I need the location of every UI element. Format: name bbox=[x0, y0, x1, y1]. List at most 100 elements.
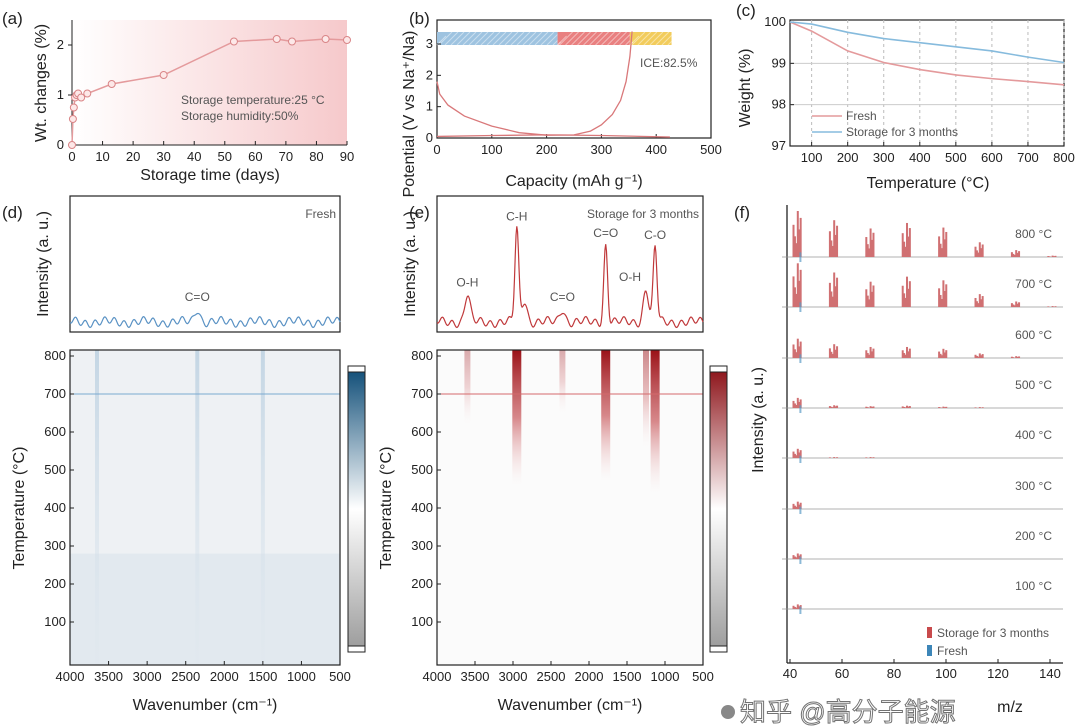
y-tick-label: 100 bbox=[764, 14, 786, 29]
y-tick-label: 100 bbox=[411, 614, 433, 629]
storage-peak bbox=[901, 406, 904, 408]
storage-peak bbox=[831, 296, 834, 307]
storage-peak bbox=[1047, 306, 1050, 307]
hatch bbox=[546, 34, 558, 46]
x-tick-label: 600 bbox=[981, 150, 1003, 165]
x-tick-label: 300 bbox=[591, 142, 613, 157]
storage-peak bbox=[830, 351, 833, 358]
x-tick-label: 50 bbox=[218, 149, 232, 164]
storage-peak bbox=[1015, 301, 1018, 307]
storage-peak bbox=[865, 406, 868, 408]
storage-peak bbox=[798, 280, 801, 307]
storage-peak bbox=[975, 301, 978, 307]
watermark-text: 知乎 @高分子能源 bbox=[740, 697, 956, 726]
storage-peak bbox=[981, 354, 984, 358]
storage-peak bbox=[792, 555, 795, 559]
storage-peak bbox=[836, 277, 839, 307]
heatmap-band bbox=[260, 350, 265, 665]
row-label: 800 °C bbox=[1015, 227, 1052, 241]
x-tick-label: 200 bbox=[837, 150, 859, 165]
spectrum-y-label: Intensity (a. u.) bbox=[35, 211, 52, 317]
storage-peak bbox=[836, 405, 839, 408]
y-tick-label: 300 bbox=[44, 538, 66, 553]
storage-peak bbox=[868, 248, 871, 257]
x-axis-label: m/z bbox=[997, 699, 1023, 716]
storage-peak bbox=[871, 406, 874, 408]
fresh-peak bbox=[799, 606, 802, 614]
storage-peak bbox=[795, 293, 798, 307]
row-label: 600 °C bbox=[1015, 328, 1052, 342]
storage-peak bbox=[831, 353, 834, 358]
storage-peak bbox=[1010, 303, 1013, 307]
storage-peak bbox=[865, 289, 868, 307]
y-axis-label: Temperature (°C) bbox=[378, 447, 395, 570]
peak-label: C=O bbox=[185, 290, 210, 304]
hatch bbox=[444, 31, 459, 46]
spectrum-plot bbox=[69, 195, 341, 333]
storage-peak bbox=[798, 504, 801, 509]
panel-label: (b) bbox=[409, 9, 430, 28]
storage-peak bbox=[1016, 252, 1019, 257]
storage-peak bbox=[872, 406, 875, 408]
data-point bbox=[83, 89, 92, 98]
storage-peak bbox=[945, 350, 948, 358]
storage-peak bbox=[943, 407, 946, 408]
heatmap-band bbox=[95, 350, 99, 665]
x-tick-label: 1000 bbox=[287, 669, 316, 684]
storage-peak bbox=[796, 448, 799, 458]
x-axis-label: Capacity (mAh g⁻¹) bbox=[505, 173, 642, 190]
hatch bbox=[492, 31, 507, 46]
storage-peak bbox=[907, 236, 910, 257]
y-tick-label: 100 bbox=[44, 614, 66, 629]
panel-label: (f) bbox=[734, 203, 750, 222]
storage-peak bbox=[907, 288, 910, 307]
storage-peak bbox=[1051, 306, 1054, 307]
storage-peak bbox=[869, 457, 872, 458]
hatch bbox=[577, 31, 591, 46]
storage-peak bbox=[796, 263, 799, 307]
storage-peak bbox=[792, 605, 795, 609]
peak-label: C=O bbox=[550, 290, 575, 304]
colorbar-cap bbox=[347, 365, 366, 373]
hatch bbox=[565, 31, 579, 46]
x-axis-label: Wavenumber (cm⁻¹) bbox=[498, 697, 643, 714]
storage-peak bbox=[796, 604, 799, 609]
data-point bbox=[68, 141, 76, 149]
colorbar-cap bbox=[709, 645, 728, 653]
fresh-peak bbox=[799, 354, 802, 363]
hatch bbox=[619, 34, 631, 46]
hatch bbox=[522, 31, 537, 46]
storage-peak bbox=[981, 244, 984, 257]
storage-peak bbox=[865, 457, 868, 458]
hatch bbox=[559, 31, 573, 46]
storage-peak bbox=[1016, 303, 1019, 307]
storage-peak bbox=[908, 281, 911, 307]
storage-peak bbox=[904, 246, 907, 257]
heatmap-background bbox=[437, 350, 703, 665]
storage-peak bbox=[1015, 356, 1018, 358]
storage-peak bbox=[868, 299, 871, 307]
storage-peak bbox=[795, 243, 798, 257]
storage-peak bbox=[1018, 356, 1021, 358]
storage-peak bbox=[942, 348, 945, 358]
storage-peak bbox=[869, 281, 872, 307]
hatch bbox=[613, 31, 627, 46]
storage-peak bbox=[981, 407, 984, 408]
storage-peak bbox=[798, 346, 801, 358]
spectrum-line bbox=[69, 312, 341, 329]
peak-label: O-H bbox=[619, 270, 641, 284]
x-tick-label: 100 bbox=[801, 150, 823, 165]
storage-peak bbox=[799, 217, 802, 257]
storage-peak bbox=[872, 232, 875, 257]
hatch bbox=[486, 31, 501, 46]
spectrum-y-label: Intensity (a. u.) bbox=[402, 211, 419, 317]
storage-peak bbox=[906, 276, 908, 307]
y-tick-label: 2 bbox=[426, 67, 433, 82]
data-point bbox=[69, 103, 78, 112]
spectrum-title: Storage for 3 months bbox=[587, 207, 699, 221]
panel-label: (e) bbox=[409, 203, 430, 222]
storage-peak bbox=[908, 228, 911, 257]
data-point bbox=[272, 35, 281, 43]
x-axis-label: Wavenumber (cm⁻¹) bbox=[133, 697, 278, 714]
storage-peak bbox=[939, 353, 942, 358]
